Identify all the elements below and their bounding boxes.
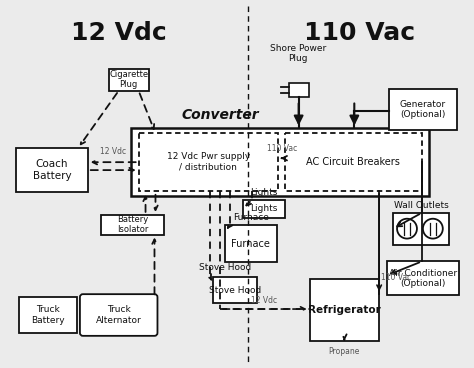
Text: Coach
Battery: Coach Battery bbox=[33, 159, 72, 181]
Bar bbox=[109, 69, 148, 91]
Bar bbox=[213, 277, 257, 303]
Text: Cigarette
Plug: Cigarette Plug bbox=[109, 70, 148, 89]
Bar bbox=[131, 128, 429, 196]
FancyBboxPatch shape bbox=[80, 294, 157, 336]
Bar bbox=[289, 83, 309, 97]
Bar bbox=[16, 148, 88, 192]
Text: 110 Vac: 110 Vac bbox=[266, 144, 297, 153]
Bar bbox=[101, 215, 164, 235]
Text: 12 Vdc: 12 Vdc bbox=[251, 296, 277, 305]
Text: Shore Power
Plug: Shore Power Plug bbox=[270, 43, 326, 63]
Circle shape bbox=[423, 219, 443, 238]
Bar bbox=[387, 261, 459, 295]
Text: Stove Hood: Stove Hood bbox=[199, 263, 251, 272]
Bar bbox=[243, 200, 285, 218]
Text: Furnace: Furnace bbox=[233, 213, 269, 222]
Text: 12 Vdc Pwr supply
/ distribution: 12 Vdc Pwr supply / distribution bbox=[166, 152, 250, 172]
Text: Lights: Lights bbox=[250, 188, 278, 197]
Text: Furnace: Furnace bbox=[231, 238, 270, 248]
Bar bbox=[19, 297, 77, 333]
Text: Refrigerator: Refrigerator bbox=[308, 305, 381, 315]
Text: 12 Vdc: 12 Vdc bbox=[100, 147, 126, 156]
Text: 110 Vac: 110 Vac bbox=[381, 273, 411, 282]
Text: 110 Vac: 110 Vac bbox=[304, 21, 415, 45]
Text: Truck
Alternator: Truck Alternator bbox=[96, 305, 142, 325]
Text: Lights: Lights bbox=[250, 204, 278, 213]
Bar bbox=[285, 133, 422, 191]
Circle shape bbox=[397, 219, 417, 238]
Bar bbox=[225, 225, 277, 262]
Text: Air Conditioner
(Optional): Air Conditioner (Optional) bbox=[389, 269, 457, 288]
Bar bbox=[310, 279, 379, 341]
Bar bbox=[389, 89, 457, 130]
Text: Truck
Battery: Truck Battery bbox=[31, 305, 65, 325]
Text: 12 Vdc: 12 Vdc bbox=[71, 21, 166, 45]
Bar bbox=[138, 133, 278, 191]
Text: AC Circuit Breakers: AC Circuit Breakers bbox=[306, 157, 400, 167]
Text: Propane: Propane bbox=[328, 347, 360, 356]
Text: Converter: Converter bbox=[181, 109, 259, 123]
Text: Stove Hood: Stove Hood bbox=[209, 286, 261, 295]
Text: Battery
Isolator: Battery Isolator bbox=[117, 215, 148, 234]
Text: Wall Outlets: Wall Outlets bbox=[393, 201, 448, 210]
Text: Generator
(Optional): Generator (Optional) bbox=[400, 100, 446, 119]
Bar bbox=[393, 213, 449, 245]
